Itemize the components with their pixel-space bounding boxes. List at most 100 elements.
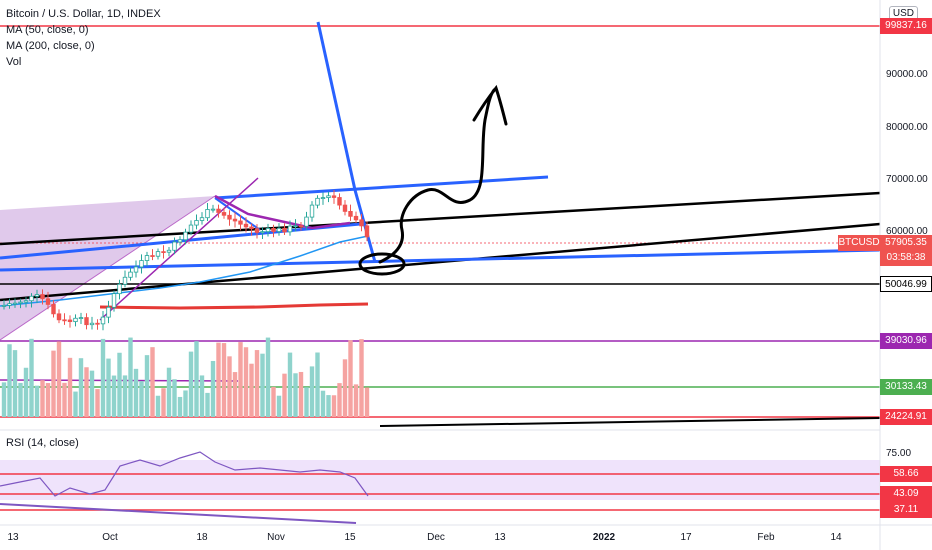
volume-bar	[287, 352, 293, 417]
price-tag-support1: 50046.99	[880, 276, 932, 292]
candle-body	[177, 239, 183, 243]
volume-bar	[84, 367, 89, 417]
time-label: Feb	[757, 532, 775, 543]
volume-bar	[177, 396, 183, 417]
candle-body	[12, 302, 18, 305]
volume-bar	[227, 356, 232, 417]
volume-bar	[73, 391, 78, 417]
volume-bar	[194, 341, 199, 417]
price-tag-support2: 39030.96	[880, 333, 932, 349]
rsi-line	[0, 451, 369, 497]
volume-bar	[337, 383, 342, 417]
purple-pennant	[214, 194, 351, 230]
chart-title: Bitcoin / U.S. Dollar, 1D, INDEX	[6, 8, 161, 20]
volume-bar	[172, 379, 177, 417]
candlestick-series	[1, 189, 370, 331]
volume-bar	[304, 387, 309, 417]
candle-body	[227, 214, 232, 220]
candle-body	[183, 231, 188, 241]
volume-bar	[122, 375, 128, 417]
candle-body	[67, 319, 73, 323]
candle-body	[293, 225, 298, 228]
volume-bar	[139, 381, 144, 417]
time-label: 18	[196, 532, 208, 543]
candle-body	[254, 228, 260, 233]
volume-bar	[111, 375, 117, 417]
candle-body	[249, 226, 254, 230]
volume-bar	[144, 355, 150, 417]
volume-bar	[238, 342, 243, 417]
candle-body	[364, 225, 370, 238]
time-label: 13	[494, 532, 506, 543]
time-label: 2022	[592, 532, 616, 543]
candle-body	[78, 317, 84, 319]
candle-body	[309, 204, 315, 218]
time-label: 14	[830, 532, 842, 543]
candle-body	[84, 317, 89, 326]
volume-bar	[34, 385, 40, 417]
volume-bar	[276, 395, 282, 417]
candle-body	[221, 212, 227, 216]
volume-bar	[166, 367, 172, 417]
candle-body	[348, 210, 353, 217]
price-tag-top: 99837.16	[880, 18, 932, 34]
candle-body	[139, 260, 144, 268]
candle-body	[150, 255, 155, 257]
blue-support	[0, 248, 881, 272]
candle-body	[73, 317, 78, 323]
candle-body	[232, 218, 238, 222]
time-label: 17	[680, 532, 692, 543]
volume-bar	[51, 350, 56, 417]
rsi-label[interactable]: RSI (14, close)	[6, 437, 79, 449]
black-trend-bottom	[379, 417, 881, 427]
volume-bar	[359, 339, 364, 417]
countdown-tag: 03:58:38	[880, 250, 932, 266]
volume-bar	[62, 382, 67, 417]
volume-bar	[23, 367, 29, 417]
rsi-tag-58: 58.66	[880, 466, 932, 482]
volume-bar	[348, 340, 353, 417]
candle-body	[1, 305, 7, 307]
candle-body	[276, 227, 282, 232]
candle-body	[304, 216, 309, 227]
candle-body	[51, 304, 56, 315]
indicator-ma50[interactable]: MA (50, close, 0)	[6, 24, 89, 36]
volume-bar	[353, 384, 359, 417]
volume-bar	[282, 373, 287, 417]
volume-bar	[150, 347, 155, 417]
handdrawn-circle	[358, 252, 406, 276]
volume-bar	[7, 344, 12, 417]
candle-body	[56, 313, 62, 321]
black-trend-mid	[0, 222, 881, 302]
candle-body	[29, 295, 34, 302]
candle-body	[62, 319, 67, 322]
candle-body	[133, 266, 139, 273]
rsi-tag-37: 37.11	[880, 502, 932, 518]
candle-body	[18, 301, 23, 304]
candle-body	[199, 217, 205, 221]
volume-bar	[221, 343, 227, 417]
volume-bar	[161, 388, 166, 417]
volume-bar	[260, 353, 265, 417]
volume-bar	[331, 395, 337, 417]
volume-bar	[183, 390, 188, 417]
candle-body	[111, 293, 117, 308]
volume-bar	[342, 359, 348, 417]
time-label: 13	[7, 532, 19, 543]
handdrawn-arrow	[378, 84, 508, 264]
candle-body	[172, 241, 177, 251]
candle-body	[287, 225, 293, 233]
volume-bar	[188, 351, 194, 417]
volume-bar	[320, 390, 326, 417]
candle-body	[298, 225, 304, 228]
candle-body	[155, 251, 161, 257]
candle-body	[144, 255, 150, 261]
volume-bar	[128, 337, 133, 417]
candle-body	[210, 208, 216, 211]
indicator-ma200[interactable]: MA (200, close, 0)	[6, 40, 95, 52]
volume-bar	[12, 350, 18, 417]
candle-body	[166, 249, 172, 253]
volume-bar	[67, 357, 73, 417]
indicator-vol[interactable]: Vol	[6, 56, 22, 68]
